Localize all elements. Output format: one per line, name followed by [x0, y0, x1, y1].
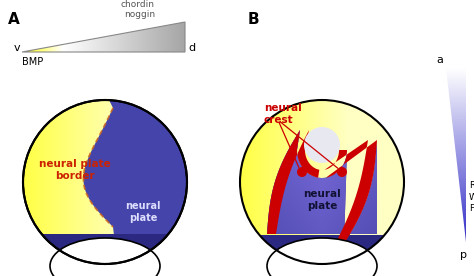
Polygon shape	[240, 235, 404, 264]
Polygon shape	[23, 234, 187, 264]
Polygon shape	[267, 130, 377, 244]
Ellipse shape	[304, 127, 340, 163]
Ellipse shape	[50, 238, 160, 276]
Text: p: p	[461, 250, 467, 260]
Text: neural
plate: neural plate	[303, 189, 341, 211]
Text: neural
plate: neural plate	[125, 201, 161, 223]
Text: A: A	[8, 12, 20, 27]
Text: v: v	[13, 43, 20, 53]
Polygon shape	[267, 130, 319, 234]
Text: a: a	[436, 55, 443, 65]
Ellipse shape	[337, 167, 347, 177]
Text: chordin
noggin: chordin noggin	[121, 0, 155, 19]
Polygon shape	[325, 140, 377, 244]
Polygon shape	[83, 100, 187, 263]
Text: BMP: BMP	[22, 57, 43, 67]
Ellipse shape	[267, 238, 377, 276]
Ellipse shape	[297, 167, 307, 177]
Text: neural
crest: neural crest	[264, 103, 302, 125]
Text: RA
Wnt
FGF: RA Wnt FGF	[469, 181, 474, 213]
Text: neural plate
border: neural plate border	[39, 159, 111, 181]
Text: B: B	[248, 12, 260, 27]
Text: d: d	[188, 43, 195, 53]
